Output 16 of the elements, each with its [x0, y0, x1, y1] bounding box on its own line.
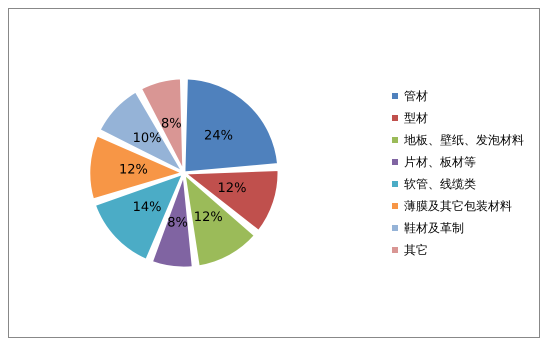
- legend-label: 地板、壁纸、发泡材料: [403, 133, 524, 147]
- data-label: 14%: [132, 200, 162, 216]
- data-label: 12%: [118, 162, 148, 178]
- legend-label: 片材、板材等: [404, 155, 476, 169]
- data-label: 24%: [204, 128, 233, 144]
- legend-label: 型材: [404, 111, 428, 125]
- data-label: 12%: [218, 181, 246, 196]
- legend-label: 管材: [404, 89, 428, 103]
- legend-label: 薄膜及其它包装材料: [404, 199, 512, 213]
- legend-label: 软管、线缆类: [404, 177, 476, 191]
- legend-label: 其它: [404, 243, 428, 257]
- data-label: 8%: [167, 216, 188, 231]
- legend-label: 鞋材及革制: [404, 221, 464, 235]
- data-label: 12%: [194, 210, 223, 225]
- data-label: 8%: [161, 116, 182, 132]
- data-label: 10%: [132, 130, 162, 146]
